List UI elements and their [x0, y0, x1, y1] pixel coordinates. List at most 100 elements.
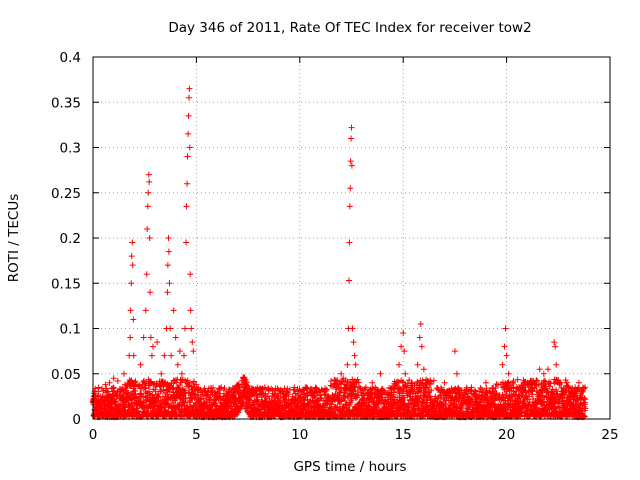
baseline-point: [291, 384, 298, 391]
baseline-point: [542, 378, 549, 385]
baseline-point: [169, 384, 176, 391]
data-point: [144, 203, 151, 210]
data-point: [185, 112, 192, 119]
data-point: [187, 271, 194, 278]
baseline-point: [132, 387, 139, 394]
baseline-point: [119, 386, 126, 393]
baseline-point: [530, 396, 537, 403]
data-point: [348, 124, 355, 131]
data-point: [167, 325, 174, 332]
chart-title: Day 346 of 2011, Rate Of TEC Index for r…: [168, 20, 531, 36]
data-point: [350, 339, 357, 346]
data-point: [348, 135, 355, 142]
data-point: [240, 387, 247, 394]
baseline-point: [390, 389, 397, 396]
data-point: [346, 277, 353, 284]
data-point: [369, 379, 376, 386]
data-point: [245, 390, 252, 397]
baseline-point: [158, 404, 165, 411]
baseline-point: [582, 396, 589, 403]
data-point: [176, 348, 183, 355]
baseline-point: [323, 386, 330, 393]
baseline-point: [581, 385, 588, 392]
baseline-point: [494, 381, 501, 388]
data-point: [147, 289, 154, 296]
y-tick-label: 0.25: [51, 186, 81, 202]
plot-frame: [92, 56, 611, 420]
data-point: [129, 262, 136, 269]
baseline-point: [129, 403, 136, 410]
baseline-point: [510, 377, 517, 384]
data-point: [398, 343, 405, 350]
baseline-point: [112, 398, 119, 405]
baseline-point: [546, 378, 553, 385]
x-axis-label: GPS time / hours: [293, 459, 406, 475]
data-point: [536, 366, 543, 373]
data-point: [161, 352, 168, 359]
baseline-point: [130, 406, 137, 413]
baseline-point: [351, 384, 358, 391]
data-point: [441, 379, 448, 386]
baseline-point: [385, 400, 392, 407]
baseline-point: [563, 379, 570, 386]
baseline-point: [492, 385, 499, 392]
data-point: [110, 375, 117, 382]
grid-lines: [93, 57, 610, 419]
data-point: [502, 325, 509, 332]
data-point: [396, 361, 403, 368]
y-tick-label: 0.4: [60, 50, 81, 66]
data-point: [172, 334, 179, 341]
data-point: [453, 370, 460, 377]
baseline-point: [243, 379, 250, 386]
baseline-point: [95, 384, 102, 391]
data-point: [565, 388, 572, 395]
data-point: [166, 280, 173, 287]
x-tick-label: 20: [498, 427, 515, 443]
data-point: [127, 334, 134, 341]
data-point: [130, 316, 137, 323]
baseline-point: [312, 394, 319, 401]
x-tick-label: 0: [89, 427, 98, 443]
baseline-point: [399, 378, 406, 385]
data-point: [147, 334, 154, 341]
data-point: [552, 343, 559, 350]
baseline-point: [164, 396, 171, 403]
y-tick-label: 0.15: [51, 276, 81, 292]
x-tick-label: 15: [395, 427, 412, 443]
data-point: [129, 239, 136, 246]
data-point: [503, 352, 510, 359]
baseline-point: [312, 384, 319, 391]
data-point: [130, 352, 137, 359]
baseline-point: [261, 384, 268, 391]
baseline-point: [485, 405, 492, 412]
data-point: [582, 384, 589, 391]
data-point: [154, 339, 161, 346]
baseline-point: [361, 392, 368, 399]
data-point: [174, 361, 181, 368]
y-tick-label: 0.2: [60, 231, 81, 247]
data-point: [185, 130, 192, 137]
baseline-point: [191, 394, 198, 401]
data-point: [193, 384, 200, 391]
baseline-point: [563, 387, 570, 394]
y-axis-label: ROTI / TECUs: [6, 194, 22, 282]
data-point: [185, 94, 192, 101]
baseline-point: [507, 382, 514, 389]
baseline-point: [235, 381, 242, 388]
baseline-point: [369, 385, 376, 392]
baseline-point: [323, 387, 330, 394]
baseline-point: [342, 402, 349, 409]
data-point: [182, 325, 189, 332]
data-point: [145, 189, 152, 196]
data-point: [158, 370, 165, 377]
data-point: [501, 343, 508, 350]
baseline-point: [285, 391, 292, 398]
baseline-point: [442, 400, 449, 407]
y-tick-label: 0.1: [60, 322, 81, 338]
baseline-point: [102, 406, 109, 413]
baseline-point: [380, 387, 387, 394]
baseline-point: [104, 388, 111, 395]
data-point: [401, 348, 408, 355]
data-point: [190, 348, 197, 355]
baseline-point: [496, 392, 503, 399]
